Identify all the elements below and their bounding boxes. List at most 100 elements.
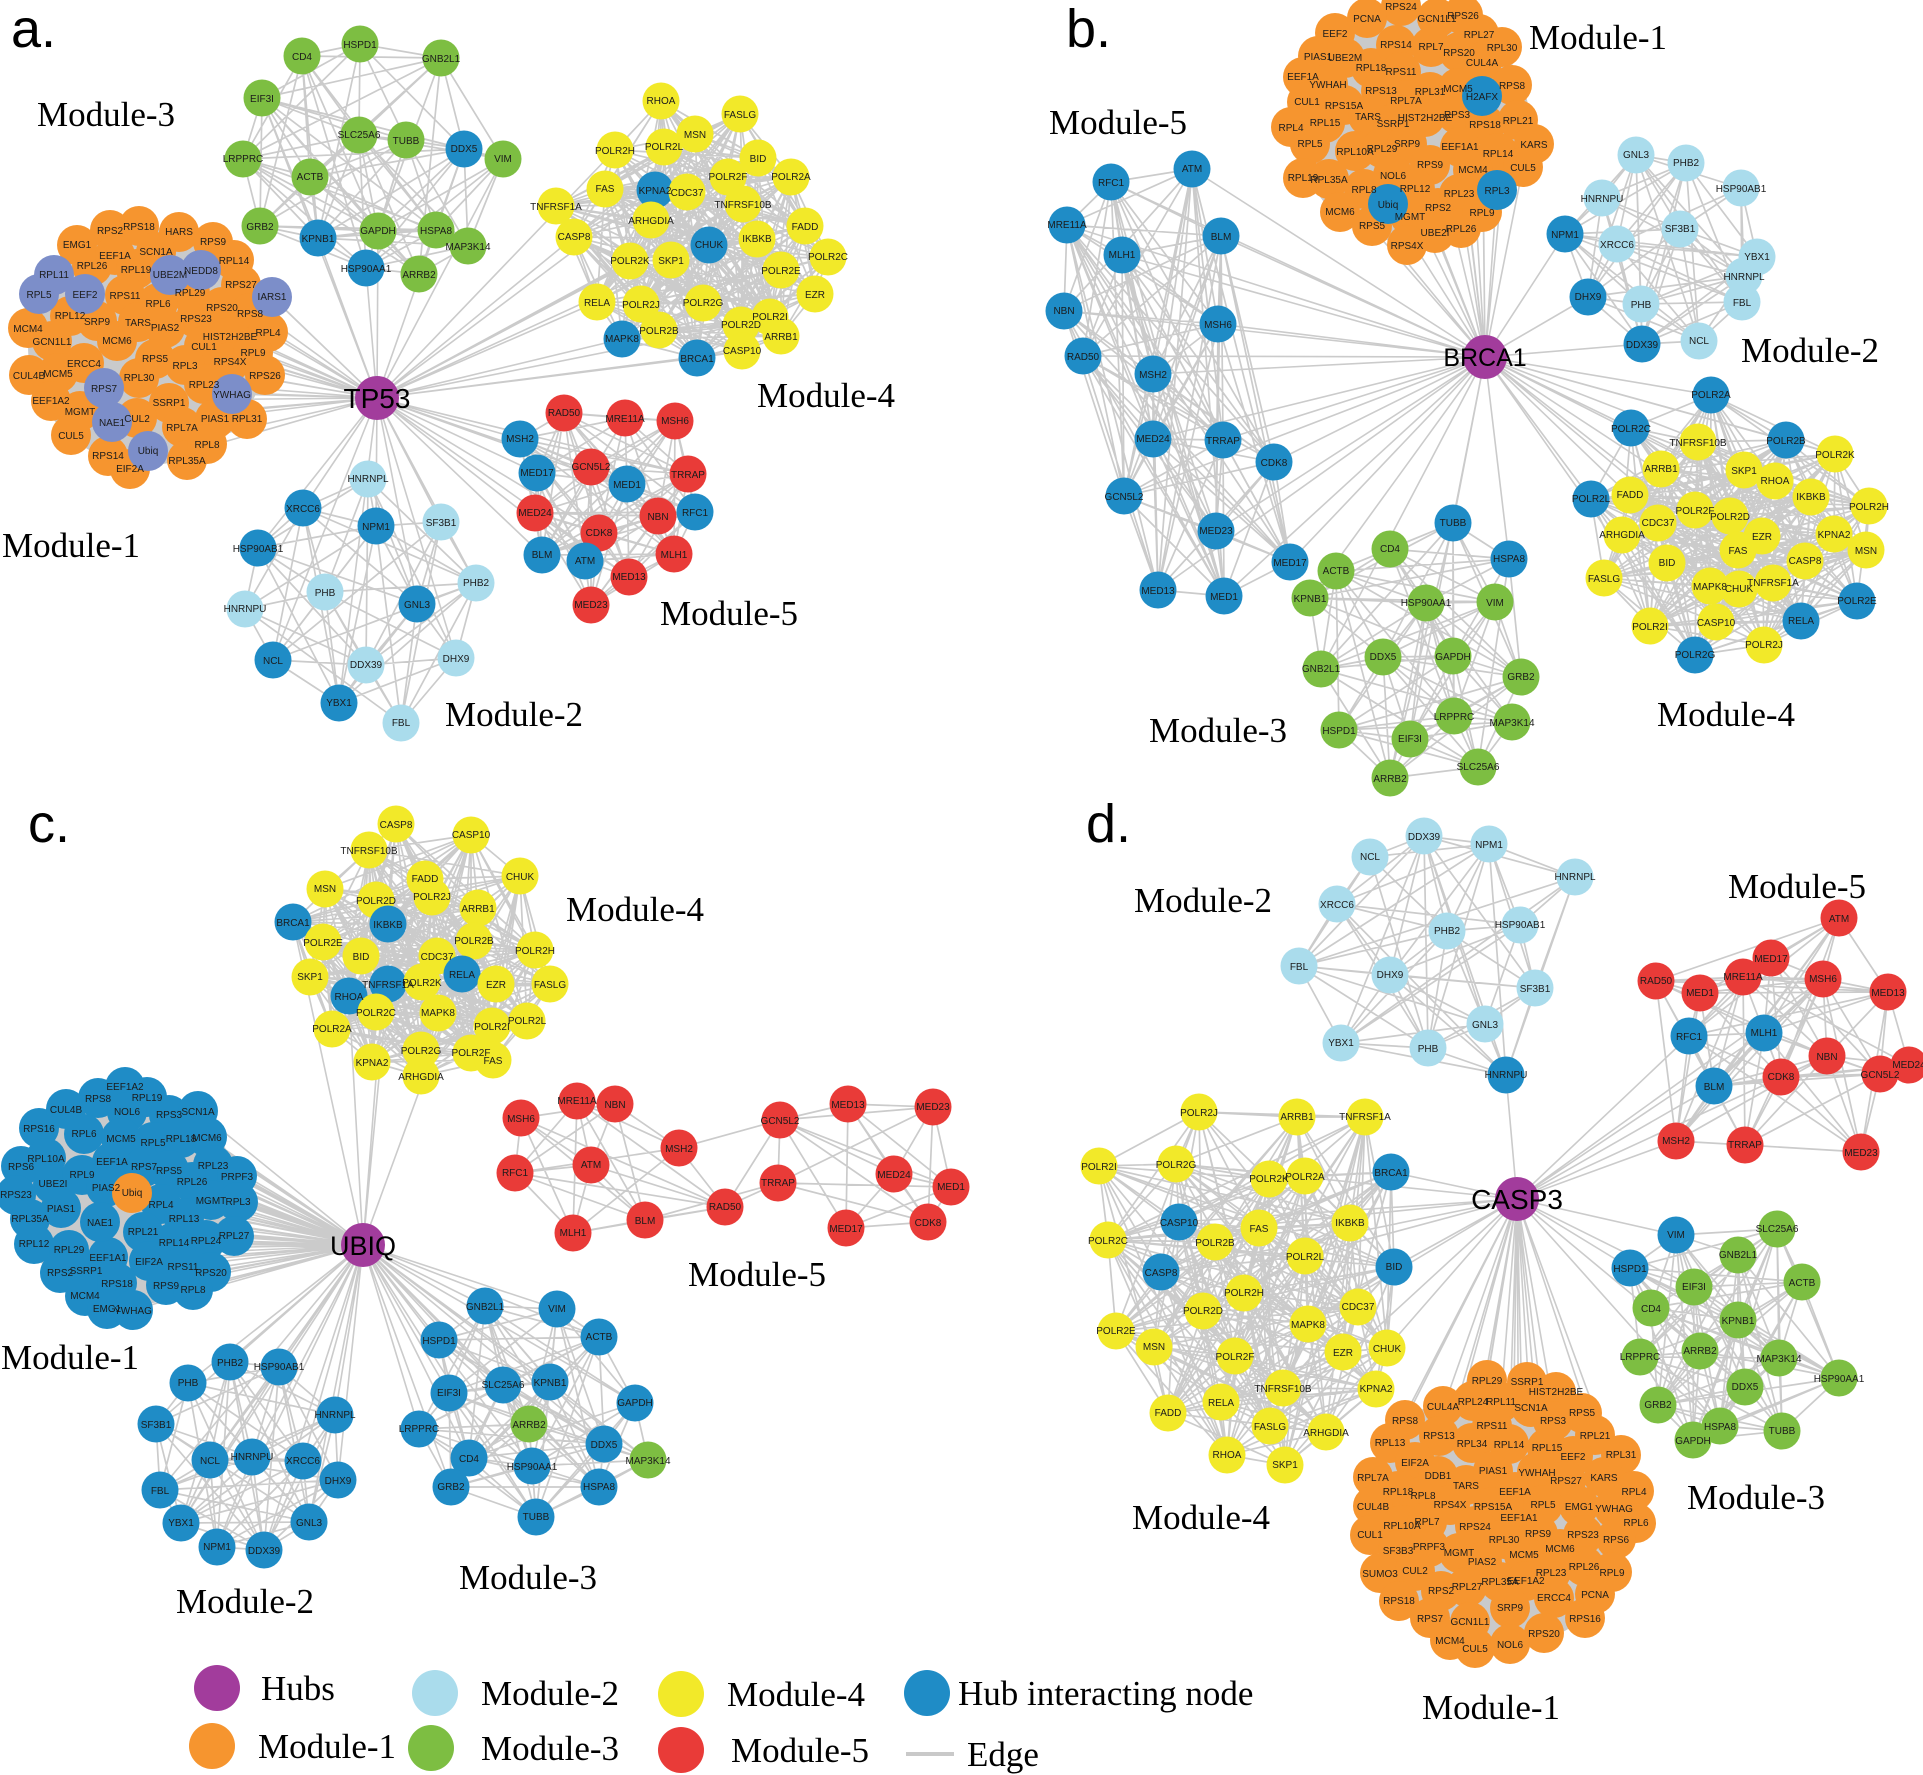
svg-text:NOL6: NOL6 <box>1380 171 1407 182</box>
svg-text:MRE11A: MRE11A <box>1047 220 1087 231</box>
svg-text:IKBKB: IKBKB <box>373 920 403 931</box>
svg-text:DDX39: DDX39 <box>1626 340 1659 351</box>
svg-text:CD4: CD4 <box>459 1454 479 1465</box>
svg-text:POLR2J: POLR2J <box>1180 1108 1218 1119</box>
svg-text:UBE2I: UBE2I <box>39 1179 68 1190</box>
svg-text:RPS4X: RPS4X <box>1434 1500 1467 1511</box>
svg-text:CHUK: CHUK <box>695 240 724 251</box>
svg-text:FASLG: FASLG <box>1254 1422 1286 1433</box>
svg-text:RHOA: RHOA <box>335 992 364 1003</box>
svg-text:NBN: NBN <box>1816 1052 1837 1063</box>
svg-text:HNRNPL: HNRNPL <box>1554 872 1596 883</box>
svg-text:POLR2D: POLR2D <box>1710 512 1750 523</box>
svg-text:SCN1A: SCN1A <box>1514 1403 1548 1414</box>
svg-text:RPL34: RPL34 <box>1457 1439 1488 1450</box>
svg-text:RPS5: RPS5 <box>156 1166 183 1177</box>
svg-text:NCL: NCL <box>263 656 283 667</box>
svg-text:POLR2G: POLR2G <box>1675 650 1716 661</box>
svg-text:EIF3I: EIF3I <box>250 94 274 105</box>
svg-text:POLR2F: POLR2F <box>1676 506 1715 517</box>
svg-text:MAPK8: MAPK8 <box>605 334 639 345</box>
svg-text:SLC25A6: SLC25A6 <box>482 1380 525 1391</box>
svg-text:RPS2: RPS2 <box>47 1268 74 1279</box>
svg-text:CD4: CD4 <box>1641 1304 1661 1315</box>
svg-text:RPL31: RPL31 <box>1415 87 1446 98</box>
svg-text:RPL23: RPL23 <box>189 380 220 391</box>
svg-text:RPL27: RPL27 <box>1464 30 1495 41</box>
svg-text:RPL31: RPL31 <box>232 414 263 425</box>
svg-text:b.: b. <box>1066 0 1111 59</box>
svg-text:EEF1A2: EEF1A2 <box>32 396 70 407</box>
svg-text:RPL9: RPL9 <box>69 1170 94 1181</box>
svg-text:PHB: PHB <box>1418 1044 1439 1055</box>
svg-text:TUBB: TUBB <box>393 136 420 147</box>
svg-text:SLC25A6: SLC25A6 <box>1756 1224 1799 1235</box>
svg-text:RELA: RELA <box>1208 1398 1234 1409</box>
svg-text:SCN1A: SCN1A <box>181 1107 215 1118</box>
svg-text:CUL5: CUL5 <box>58 431 84 442</box>
svg-text:RPL30: RPL30 <box>1487 43 1518 54</box>
svg-text:GNL3: GNL3 <box>404 600 431 611</box>
svg-text:RPL9: RPL9 <box>1599 1568 1624 1579</box>
svg-text:RPS3: RPS3 <box>1444 110 1471 121</box>
svg-text:RPL23: RPL23 <box>198 1161 229 1172</box>
svg-text:DDX5: DDX5 <box>1370 652 1397 663</box>
svg-text:CUL5: CUL5 <box>1462 1644 1488 1655</box>
svg-text:SF3B1: SF3B1 <box>426 518 457 529</box>
svg-text:RPL4: RPL4 <box>255 328 280 339</box>
svg-text:RPS8: RPS8 <box>85 1094 112 1105</box>
svg-text:BRCA1: BRCA1 <box>680 354 714 365</box>
svg-text:TRRAP: TRRAP <box>1206 436 1240 447</box>
svg-text:RPS20: RPS20 <box>206 303 238 314</box>
svg-text:HIST2H2BE: HIST2H2BE <box>1398 113 1453 124</box>
svg-text:ARRB1: ARRB1 <box>461 904 495 915</box>
svg-text:CDC37: CDC37 <box>1642 518 1675 529</box>
svg-text:NPM1: NPM1 <box>1551 230 1579 241</box>
svg-text:RPL27: RPL27 <box>1452 1582 1483 1593</box>
svg-text:RPL24: RPL24 <box>1458 1397 1489 1408</box>
svg-text:RPL24: RPL24 <box>191 1236 222 1247</box>
svg-text:SCN1A: SCN1A <box>139 247 173 258</box>
svg-text:GRB2: GRB2 <box>1507 672 1535 683</box>
svg-text:Module-4: Module-4 <box>1657 695 1795 734</box>
svg-text:POLR2D: POLR2D <box>721 320 761 331</box>
svg-text:PIAS1: PIAS1 <box>201 414 230 425</box>
svg-text:CUL1: CUL1 <box>1294 97 1320 108</box>
svg-text:MED1: MED1 <box>937 1182 965 1193</box>
svg-text:RPL29: RPL29 <box>1367 144 1398 155</box>
svg-text:MLH1: MLH1 <box>1109 250 1136 261</box>
svg-text:SKP1: SKP1 <box>1731 466 1757 477</box>
svg-text:MAP3K14: MAP3K14 <box>625 1456 670 1467</box>
svg-text:TNFRSF10B: TNFRSF10B <box>714 200 772 211</box>
svg-text:RPS3: RPS3 <box>156 1110 183 1121</box>
svg-text:Module-4: Module-4 <box>566 890 704 929</box>
svg-text:YWHAH: YWHAH <box>1309 80 1346 91</box>
svg-text:FADD: FADD <box>1617 490 1644 501</box>
svg-text:ARRB1: ARRB1 <box>1280 1112 1314 1123</box>
svg-text:HNRNPU: HNRNPU <box>224 604 267 615</box>
svg-text:EEF2: EEF2 <box>1560 1452 1585 1463</box>
svg-text:Module-3: Module-3 <box>1687 1478 1825 1517</box>
svg-text:RPL10A: RPL10A <box>1336 147 1374 158</box>
svg-text:SKP1: SKP1 <box>658 256 684 267</box>
svg-text:Module-1: Module-1 <box>1 1338 139 1377</box>
svg-text:HIST2H2BE: HIST2H2BE <box>1529 1387 1584 1398</box>
svg-text:EIF3I: EIF3I <box>1682 1282 1706 1293</box>
svg-text:RPS4X: RPS4X <box>214 357 247 368</box>
svg-text:RPS6: RPS6 <box>8 1162 35 1173</box>
svg-text:GAPDH: GAPDH <box>617 1398 653 1409</box>
svg-text:Module-1: Module-1 <box>2 526 140 565</box>
svg-text:GAPDH: GAPDH <box>1675 1436 1711 1447</box>
svg-text:MAPK8: MAPK8 <box>421 1008 455 1019</box>
svg-text:FASLG: FASLG <box>1588 574 1620 585</box>
svg-text:EIF2A: EIF2A <box>1401 1458 1429 1469</box>
svg-text:MED1: MED1 <box>613 480 641 491</box>
svg-text:EEF1A1: EEF1A1 <box>1500 1513 1538 1524</box>
svg-text:RPL11: RPL11 <box>1486 1397 1516 1408</box>
svg-text:MLH1: MLH1 <box>1751 1028 1778 1039</box>
svg-text:Module-2: Module-2 <box>445 695 583 734</box>
svg-text:GCN5L2: GCN5L2 <box>1105 492 1144 503</box>
svg-text:MCM4: MCM4 <box>1435 1636 1465 1647</box>
svg-text:HARS: HARS <box>165 227 193 238</box>
svg-text:MLH1: MLH1 <box>560 1228 587 1239</box>
